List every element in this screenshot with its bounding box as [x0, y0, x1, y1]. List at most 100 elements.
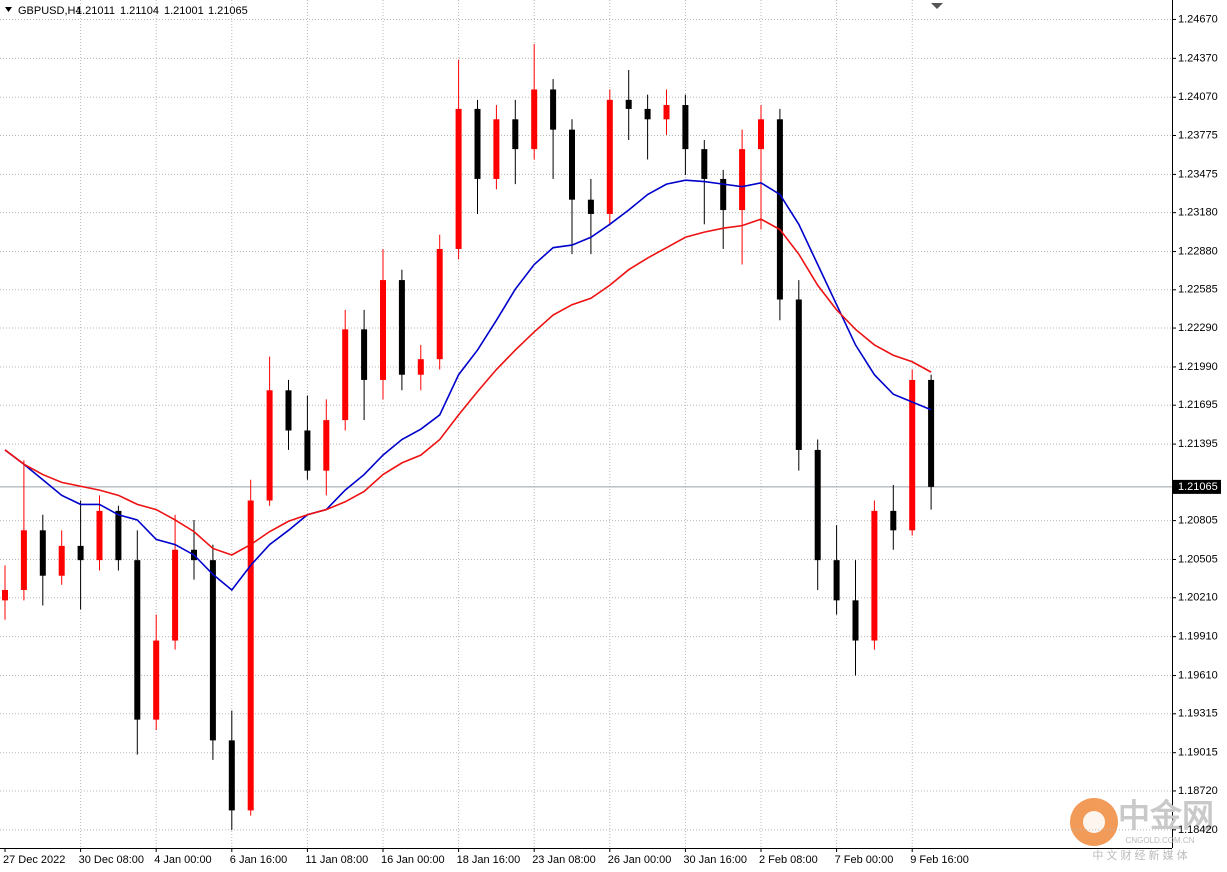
candle-body — [701, 149, 708, 179]
candle-body — [247, 500, 254, 811]
menu-arrow[interactable] — [5, 7, 12, 12]
x-tick-label: 18 Jan 16:00 — [457, 854, 521, 866]
candle-body — [361, 329, 368, 380]
candle-body — [96, 510, 103, 561]
y-tick-label: 1.23775 — [1178, 129, 1218, 141]
candle-body — [115, 510, 122, 561]
candle-body — [928, 379, 935, 487]
candle-body — [833, 560, 840, 601]
candle-body — [758, 119, 764, 150]
x-tick-label: 30 Dec 08:00 — [79, 854, 144, 866]
candle-body — [776, 119, 783, 300]
candle-body — [531, 89, 538, 150]
y-tick-label: 1.22290 — [1178, 322, 1218, 334]
shift-marker — [931, 3, 943, 9]
candle-body — [795, 299, 802, 450]
candle-body — [172, 549, 179, 641]
y-tick-label: 1.20805 — [1178, 515, 1218, 527]
x-tick-label: 26 Jan 00:00 — [608, 854, 672, 866]
y-tick-label: 1.21990 — [1178, 361, 1218, 373]
y-tick-label: 1.23180 — [1178, 207, 1218, 219]
y-tick-label: 1.22880 — [1178, 245, 1218, 257]
y-tick-label: 1.20505 — [1178, 553, 1218, 565]
candle-body — [436, 248, 443, 360]
ohlc-value: 1.21065 — [208, 5, 248, 17]
candle-body — [663, 105, 670, 120]
x-tick-label: 7 Feb 00:00 — [835, 854, 894, 866]
candle-body — [682, 105, 689, 150]
watermark-title: 中金网 — [1118, 797, 1214, 833]
candle-body — [417, 359, 424, 375]
candle-body — [380, 280, 386, 380]
candle-body — [512, 119, 519, 150]
candle-body — [852, 600, 859, 641]
ohlc-value: 1.21001 — [164, 5, 204, 17]
candle-body — [587, 199, 594, 214]
x-tick-label: 27 Dec 2022 — [3, 854, 65, 866]
candle-body — [474, 108, 481, 179]
watermark-logo-inner — [1083, 811, 1105, 833]
y-tick-label: 1.20210 — [1178, 592, 1218, 604]
y-tick-label: 1.21395 — [1178, 438, 1218, 450]
candle-body — [20, 530, 27, 590]
x-tick-label: 23 Jan 08:00 — [532, 854, 596, 866]
candle-body — [455, 108, 462, 249]
x-tick-label: 9 Feb 16:00 — [910, 854, 969, 866]
ohlc-value: 1.21011 — [76, 5, 115, 17]
y-tick-label: 1.19015 — [1178, 747, 1218, 759]
y-tick-label: 1.24670 — [1178, 13, 1218, 25]
candle-body — [398, 280, 405, 375]
candle-body — [2, 589, 8, 601]
y-tick-label: 1.24070 — [1178, 91, 1218, 103]
candle-body — [550, 89, 557, 130]
y-tick-label: 1.24370 — [1178, 52, 1218, 64]
y-tick-label: 1.19315 — [1178, 708, 1218, 720]
x-tick-label: 6 Jan 16:00 — [230, 854, 287, 866]
candle-body — [644, 108, 651, 120]
candle-body — [228, 740, 235, 811]
candle-body — [342, 329, 349, 421]
x-tick-label: 16 Jan 00:00 — [381, 854, 445, 866]
watermark-site: CNGOLD.COM.CN — [1126, 836, 1195, 845]
candle-body — [304, 430, 311, 471]
current-price-box — [1173, 479, 1221, 494]
candle-body — [569, 129, 575, 200]
candle-body — [209, 560, 216, 741]
candle-body — [323, 420, 330, 471]
y-tick-label: 1.19610 — [1178, 669, 1218, 681]
candle-body — [909, 379, 916, 531]
candle-body — [493, 119, 500, 179]
watermark-slogan: 中 文 财 经 新 媒 体 — [1092, 848, 1187, 862]
candle-body — [285, 390, 292, 431]
candle-body — [134, 560, 141, 720]
symbol-title: GBPUSD,H4 — [18, 5, 82, 17]
y-tick-label: 1.18720 — [1178, 785, 1218, 797]
candle-body — [890, 510, 897, 531]
x-tick-label: 30 Jan 16:00 — [683, 854, 747, 866]
candle-body — [871, 510, 878, 641]
y-tick-label: 1.23475 — [1178, 168, 1218, 180]
moving-average — [4, 218, 932, 556]
y-tick-label: 1.18420 — [1178, 824, 1218, 836]
ohlc-value: 1.21104 — [120, 5, 159, 17]
candle-body — [153, 640, 160, 720]
moving-average — [4, 179, 932, 592]
candle-body — [739, 149, 746, 211]
y-tick-label: 1.19910 — [1178, 631, 1218, 643]
candle-body — [625, 99, 632, 109]
y-tick-label: 1.21695 — [1178, 399, 1218, 411]
candle-body — [58, 545, 65, 576]
x-tick-label: 4 Jan 00:00 — [154, 854, 212, 866]
candle-body — [266, 390, 273, 501]
watermark: 中金网 CNGOLD.COM.CN 中 文 财 经 新 媒 体 — [1070, 797, 1214, 862]
candle-body — [77, 545, 84, 561]
current-price-label: 1.21065 — [1178, 481, 1218, 493]
candle-body — [814, 449, 821, 561]
x-tick-label: 11 Jan 08:00 — [305, 854, 368, 866]
x-tick-label: 2 Feb 08:00 — [759, 854, 818, 866]
candle-body — [720, 178, 727, 211]
candle-body — [606, 99, 613, 214]
